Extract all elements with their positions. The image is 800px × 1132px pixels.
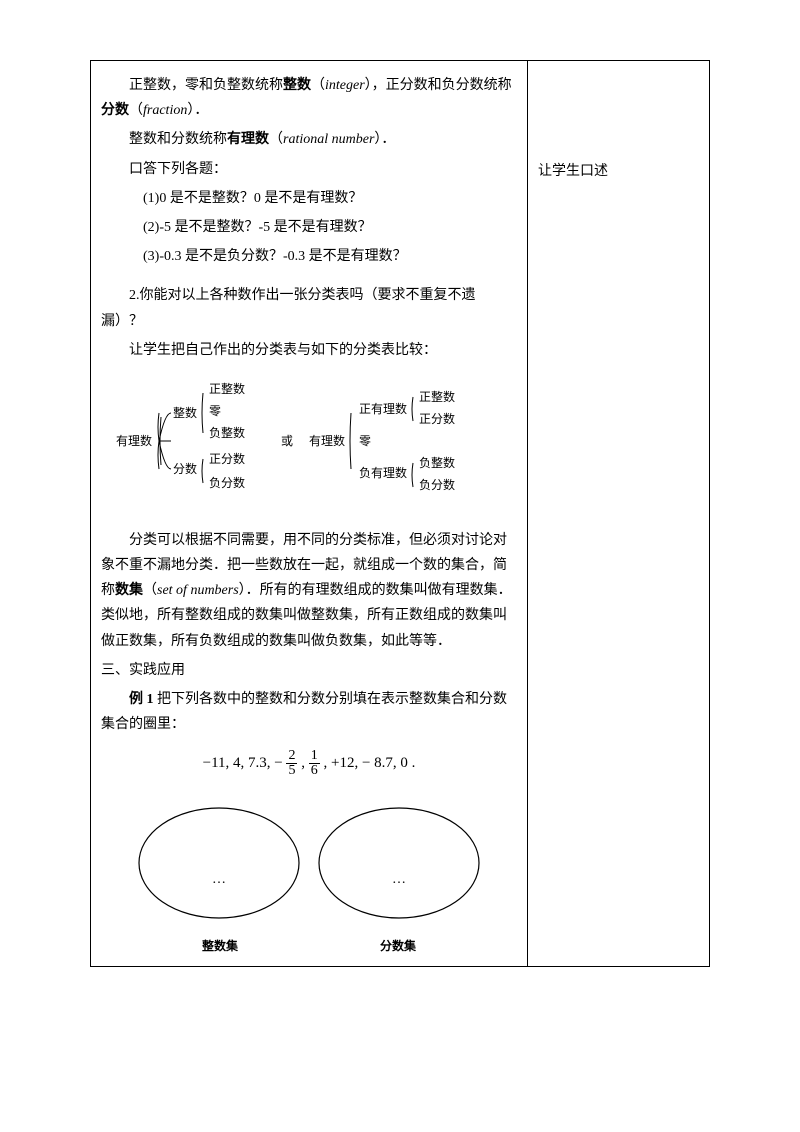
brace-right-1 [350, 413, 351, 469]
tree-left-l2a: 正整数 [209, 381, 245, 396]
text: （ [129, 103, 143, 118]
text: （ [143, 583, 157, 598]
paragraph-compare: 让学生把自己作出的分类表与如下的分类表比较： [101, 338, 517, 363]
notes-cell: 让学生口述 [528, 61, 710, 967]
example-1-text: 把下列各数中的整数和分数分别填在表示整数集合和分数集合的圈里： [101, 692, 507, 732]
question-2: (2)-5 是不是整数？-5 是不是有理数？ [101, 215, 517, 240]
section-3-heading: 三、实践应用 [101, 658, 517, 683]
integer-set-dots: … [212, 872, 226, 887]
math-items: −11, 4, 7.3, − [203, 755, 283, 771]
oral-questions-heading: 口答下列各题： [101, 157, 517, 182]
italic-rational: rational number [283, 132, 374, 147]
document-page: 正整数，零和负整数统称整数（integer），正分数和负分数统称分数（fract… [0, 0, 800, 1132]
layout-table: 正整数，零和负整数统称整数（integer），正分数和负分数统称分数（fract… [90, 60, 710, 967]
text: 整数和分数统称 [129, 132, 227, 147]
math-tail: , +12, − 8.7, 0 . [323, 755, 415, 771]
label-fraction-set: 分数集 [380, 936, 416, 958]
tree-right-l2d: 负分数 [419, 477, 455, 492]
italic-fraction: fraction [143, 103, 187, 118]
example-1-label: 例 1 [129, 692, 154, 707]
classification-tree-diagram: 有理数 整数 分数 正整数 零 负整数 正分数 负分数 [111, 373, 517, 513]
paragraph-integer-fraction: 正整数，零和负整数统称整数（integer），正分数和负分数统称分数（fract… [101, 73, 517, 123]
tree-left-l2c: 负整数 [209, 425, 245, 440]
tree-left-root: 有理数 [116, 433, 152, 448]
tree-left-l1b: 分数 [173, 461, 197, 476]
paragraph-number-set: 分类可以根据不同需要，用不同的分类标准，但必须对讨论对象不重不漏地分类．把一些数… [101, 528, 517, 654]
oval-labels-row: 整数集 分数集 [101, 936, 517, 958]
set-ovals: … … 整数集 分数集 [101, 798, 517, 958]
fraction-2-5: 25 [286, 749, 297, 778]
bold-number-set: 数集 [115, 583, 143, 598]
tree-right-root: 有理数 [309, 433, 345, 448]
text: （ [311, 78, 325, 93]
italic-integer: integer [325, 78, 365, 93]
text: （ [269, 132, 283, 147]
bold-fraction: 分数 [101, 103, 129, 118]
tree-right-l1c: 负有理数 [359, 465, 407, 480]
tree-right-l2c: 负整数 [419, 455, 455, 470]
integer-set-oval [139, 808, 299, 918]
tree-svg: 有理数 整数 分数 正整数 零 负整数 正分数 负分数 [111, 373, 521, 513]
bold-rational: 有理数 [227, 132, 269, 147]
example-1: 例 1 把下列各数中的整数和分数分别填在表示整数集合和分数集合的圈里： [101, 687, 517, 737]
tree-left-l2e: 负分数 [209, 475, 245, 490]
math-sep1: , [301, 755, 309, 771]
question-1: (1)0 是不是整数？0 是不是有理数？ [101, 186, 517, 211]
text: ）． [187, 103, 208, 118]
tree-right-l1a: 正有理数 [359, 401, 407, 416]
fraction-set-dots: … [392, 872, 406, 887]
text: 正整数，零和负整数统称 [129, 78, 283, 93]
tree-left-l1a: 整数 [173, 405, 197, 420]
tree-left-l2b: 零 [209, 404, 221, 418]
brace-left-2b [202, 459, 203, 483]
tree-right-l2a: 正整数 [419, 389, 455, 404]
number-list: −11, 4, 7.3, − 25 , 16 , +12, − 8.7, 0 . [101, 749, 517, 778]
teacher-note: 让学生口述 [538, 69, 699, 184]
question-3: (3)-0.3 是不是负分数？-0.3 是不是有理数？ [101, 244, 517, 269]
paragraph-classify-ask: 2.你能对以上各种数作出一张分类表吗（要求不重复不遗漏）？ [101, 283, 517, 333]
italic-set-of-numbers: set of numbers [157, 583, 239, 598]
text: ），正分数和负分数统称 [365, 78, 512, 93]
tree-right-l2b: 正分数 [419, 411, 455, 426]
bold-integer: 整数 [283, 78, 311, 93]
main-content-cell: 正整数，零和负整数统称整数（integer），正分数和负分数统称分数（fract… [91, 61, 528, 967]
ovals-svg: … … [119, 798, 499, 928]
fraction-set-oval [319, 808, 479, 918]
fraction-1-6: 16 [309, 749, 320, 778]
brace-left-2a [202, 393, 203, 433]
text: ）． [374, 132, 395, 147]
brace-right-2b [412, 463, 413, 487]
brace-right-2a [412, 397, 413, 421]
label-integer-set: 整数集 [202, 936, 238, 958]
paragraph-rational: 整数和分数统称有理数（rational number）． [101, 127, 517, 152]
tree-or: 或 [281, 434, 293, 448]
tree-right-l1b: 零 [359, 434, 371, 448]
tree-left-l2d: 正分数 [209, 451, 245, 466]
